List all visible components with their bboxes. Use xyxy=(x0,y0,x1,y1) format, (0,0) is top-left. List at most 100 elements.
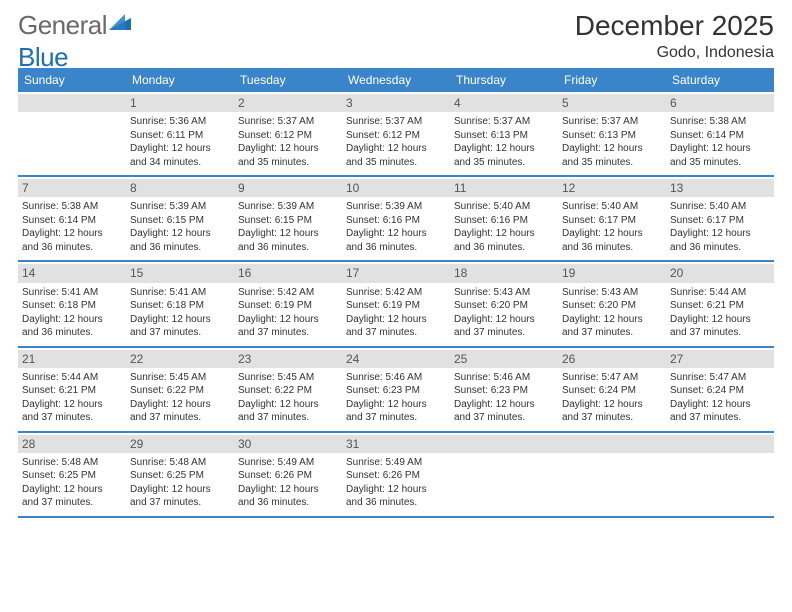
dow-header: Thursday xyxy=(450,68,558,92)
sunset-text: Sunset: 6:15 PM xyxy=(238,214,338,228)
sunset-text: Sunset: 6:23 PM xyxy=(346,384,446,398)
day-number: 20 xyxy=(666,264,774,282)
header: General December 2025 Godo, Indonesia xyxy=(18,10,774,62)
sunset-text: Sunset: 6:25 PM xyxy=(22,469,122,483)
day-number: 15 xyxy=(126,264,234,282)
day-number: 17 xyxy=(342,264,450,282)
sunset-text: Sunset: 6:17 PM xyxy=(670,214,770,228)
day-number: 4 xyxy=(450,94,558,112)
day-number: 24 xyxy=(342,350,450,368)
day-number: 8 xyxy=(126,179,234,197)
dow-header: Monday xyxy=(126,68,234,92)
calendar-cell xyxy=(18,92,126,175)
sunrise-text: Sunrise: 5:47 AM xyxy=(562,371,662,385)
day-number-empty xyxy=(450,435,558,453)
calendar-cell: 23 Sunrise: 5:45 AMSunset: 6:22 PMDayligh… xyxy=(234,348,342,431)
sunset-text: Sunset: 6:26 PM xyxy=(238,469,338,483)
calendar-cell: 13Sunrise: 5:40 AMSunset: 6:17 PMDayligh… xyxy=(666,177,774,260)
daylight-text: Daylight: 12 hours and 37 minutes. xyxy=(670,313,770,340)
daylight-text: Daylight: 12 hours and 35 minutes. xyxy=(238,142,338,169)
sunset-text: Sunset: 6:17 PM xyxy=(562,214,662,228)
daylight-text: Daylight: 12 hours and 37 minutes. xyxy=(22,398,122,425)
daylight-text: Daylight: 12 hours and 37 minutes. xyxy=(238,398,338,425)
day-number: 30 xyxy=(234,435,342,453)
daylight-text: Daylight: 12 hours and 37 minutes. xyxy=(454,313,554,340)
calendar-cell: 21Sunrise: 5:44 AMSunset: 6:21 PMDayligh… xyxy=(18,348,126,431)
sunset-text: Sunset: 6:20 PM xyxy=(454,299,554,313)
sunrise-text: Sunrise: 5:42 AM xyxy=(238,286,338,300)
calendar-cell: 28Sunrise: 5:48 AMSunset: 6:25 PMDayligh… xyxy=(18,433,126,516)
calendar-cell: 31Sunrise: 5:49 AMSunset: 6:26 PMDayligh… xyxy=(342,433,450,516)
day-number: 6 xyxy=(666,94,774,112)
calendar-cell xyxy=(450,433,558,516)
calendar-cell xyxy=(666,433,774,516)
calendar-cell: 22Sunrise: 5:45 AMSunset: 6:22 PMDayligh… xyxy=(126,348,234,431)
day-number-empty xyxy=(558,435,666,453)
daylight-text: Daylight: 12 hours and 37 minutes. xyxy=(346,313,446,340)
day-number: 1 xyxy=(126,94,234,112)
sunrise-text: Sunrise: 5:40 AM xyxy=(562,200,662,214)
sunrise-text: Sunrise: 5:42 AM xyxy=(346,286,446,300)
calendar-cell: 20Sunrise: 5:44 AMSunset: 6:21 PMDayligh… xyxy=(666,262,774,345)
sunrise-text: Sunrise: 5:37 AM xyxy=(454,115,554,129)
logo: General xyxy=(18,10,131,41)
sunset-text: Sunset: 6:22 PM xyxy=(130,384,230,398)
sunset-text: Sunset: 6:13 PM xyxy=(454,129,554,143)
day-number: 18 xyxy=(450,264,558,282)
calendar-cell: 17Sunrise: 5:42 AMSunset: 6:19 PMDayligh… xyxy=(342,262,450,345)
day-number: 23 xyxy=(234,350,342,368)
daylight-text: Daylight: 12 hours and 36 minutes. xyxy=(238,227,338,254)
calendar-cell: 26Sunrise: 5:47 AMSunset: 6:24 PMDayligh… xyxy=(558,348,666,431)
daylight-text: Daylight: 12 hours and 34 minutes. xyxy=(130,142,230,169)
calendar-cell: 3Sunrise: 5:37 AMSunset: 6:12 PMDaylight… xyxy=(342,92,450,175)
day-number: 16 xyxy=(234,264,342,282)
day-number: 27 xyxy=(666,350,774,368)
sunrise-text: Sunrise: 5:36 AM xyxy=(130,115,230,129)
logo-sub: Blue xyxy=(18,42,68,73)
sunrise-text: Sunrise: 5:39 AM xyxy=(130,200,230,214)
sunset-text: Sunset: 6:24 PM xyxy=(562,384,662,398)
sunrise-text: Sunrise: 5:40 AM xyxy=(670,200,770,214)
calendar-cell: 2Sunrise: 5:37 AMSunset: 6:12 PMDaylight… xyxy=(234,92,342,175)
sunrise-text: Sunrise: 5:41 AM xyxy=(130,286,230,300)
daylight-text: Daylight: 12 hours and 36 minutes. xyxy=(22,313,122,340)
week-divider xyxy=(18,516,774,518)
day-number: 9 xyxy=(234,179,342,197)
daylight-text: Daylight: 12 hours and 36 minutes. xyxy=(346,483,446,510)
day-number: 7 xyxy=(18,179,126,197)
sunrise-text: Sunrise: 5:38 AM xyxy=(670,115,770,129)
day-number: 14 xyxy=(18,264,126,282)
sunrise-text: Sunrise: 5:41 AM xyxy=(22,286,122,300)
daylight-text: Daylight: 12 hours and 37 minutes. xyxy=(130,313,230,340)
calendar-cell: 19Sunrise: 5:43 AMSunset: 6:20 PMDayligh… xyxy=(558,262,666,345)
daylight-text: Daylight: 12 hours and 37 minutes. xyxy=(238,313,338,340)
sunset-text: Sunset: 6:23 PM xyxy=(454,384,554,398)
sunrise-text: Sunrise: 5:37 AM xyxy=(346,115,446,129)
daylight-text: Daylight: 12 hours and 37 minutes. xyxy=(22,483,122,510)
title-block: December 2025 Godo, Indonesia xyxy=(575,10,774,62)
logo-text-1: General xyxy=(18,10,107,41)
sunrise-text: Sunrise: 5:44 AM xyxy=(670,286,770,300)
calendar-cell: 7Sunrise: 5:38 AMSunset: 6:14 PMDaylight… xyxy=(18,177,126,260)
calendar-cell xyxy=(558,433,666,516)
sunset-text: Sunset: 6:14 PM xyxy=(670,129,770,143)
day-number-empty xyxy=(18,94,126,112)
sunset-text: Sunset: 6:14 PM xyxy=(22,214,122,228)
daylight-text: Daylight: 12 hours and 37 minutes. xyxy=(130,398,230,425)
sunrise-text: Sunrise: 5:46 AM xyxy=(346,371,446,385)
sunset-text: Sunset: 6:22 PM xyxy=(238,384,338,398)
sunrise-text: Sunrise: 5:39 AM xyxy=(346,200,446,214)
daylight-text: Daylight: 12 hours and 36 minutes. xyxy=(238,483,338,510)
sunrise-text: Sunrise: 5:45 AM xyxy=(238,371,338,385)
day-number: 19 xyxy=(558,264,666,282)
sunrise-text: Sunrise: 5:39 AM xyxy=(238,200,338,214)
day-number: 29 xyxy=(126,435,234,453)
calendar-cell: 5Sunrise: 5:37 AMSunset: 6:13 PMDaylight… xyxy=(558,92,666,175)
sunrise-text: Sunrise: 5:49 AM xyxy=(346,456,446,470)
calendar-cell: 1Sunrise: 5:36 AMSunset: 6:11 PMDaylight… xyxy=(126,92,234,175)
sunset-text: Sunset: 6:25 PM xyxy=(130,469,230,483)
sunrise-text: Sunrise: 5:47 AM xyxy=(670,371,770,385)
calendar-cell: 10Sunrise: 5:39 AMSunset: 6:16 PMDayligh… xyxy=(342,177,450,260)
calendar-cell: 18Sunrise: 5:43 AMSunset: 6:20 PMDayligh… xyxy=(450,262,558,345)
sunset-text: Sunset: 6:16 PM xyxy=(346,214,446,228)
